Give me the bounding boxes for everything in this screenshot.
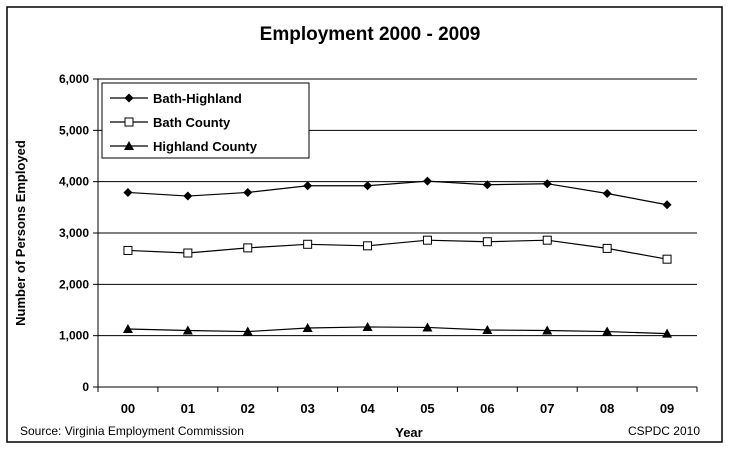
data-point (602, 326, 613, 336)
data-point (303, 239, 313, 249)
y-tick-labels: 0 1,000 2,000 3,000 4,000 5,000 6,000 (59, 72, 89, 394)
legend-marker (124, 117, 134, 127)
data-point (363, 181, 373, 191)
legend: Bath-Highland Bath County Highland County (101, 82, 310, 159)
data-point (602, 188, 612, 198)
legend-marker (124, 141, 134, 150)
source-note: Source: Virginia Employment Commission (20, 424, 244, 438)
data-point (183, 191, 193, 201)
x-tick-label: 09 (660, 401, 674, 416)
data-point (422, 235, 432, 245)
x-tick-label: 03 (300, 401, 314, 416)
x-tick-label: 04 (360, 401, 375, 416)
y-tick-label: 1,000 (59, 329, 89, 343)
x-axis-label: Year (395, 425, 422, 440)
data-point (362, 321, 373, 331)
legend-label: Highland County (153, 139, 258, 154)
data-point (243, 187, 253, 197)
data-point (482, 237, 492, 247)
x-tick-label: 01 (181, 401, 195, 416)
chart-border (6, 6, 723, 443)
legend-label: Bath County (153, 115, 231, 130)
y-tick-label: 2,000 (59, 277, 89, 291)
x-tick-label: 06 (480, 401, 494, 416)
legend-marker (124, 93, 134, 103)
y-tick-label: 5,000 (59, 123, 89, 137)
legend-label: Bath-Highland (153, 91, 242, 106)
y-tick-label: 3,000 (59, 226, 89, 240)
data-point (183, 248, 193, 258)
data-point (243, 243, 253, 253)
data-point (363, 241, 373, 251)
x-tick-label: 07 (540, 401, 554, 416)
data-point (602, 243, 612, 253)
series-line (127, 326, 668, 335)
credit-note: CSPDC 2010 (628, 424, 700, 438)
data-point (122, 323, 133, 333)
x-tick-label: 08 (600, 401, 614, 416)
data-point (542, 325, 553, 335)
data-point (182, 325, 193, 335)
x-tick-label: 02 (241, 401, 255, 416)
chart-title: Employment 2000 - 2009 (260, 24, 481, 45)
data-point (123, 245, 133, 255)
x-tick-labels: 00 01 02 03 04 05 06 07 08 09 (121, 401, 675, 416)
data-point (662, 254, 672, 264)
data-point (302, 322, 313, 332)
data-point (422, 322, 433, 332)
data-point (662, 200, 672, 210)
data-point (662, 328, 673, 338)
y-tick-label: 6,000 (59, 72, 89, 86)
data-point (482, 180, 492, 190)
axes (93, 78, 698, 392)
data-point (422, 176, 432, 186)
data-point (303, 181, 313, 191)
series (122, 176, 673, 338)
x-tick-label: 00 (121, 401, 135, 416)
series-line (127, 180, 668, 206)
y-tick-label: 0 (82, 380, 89, 394)
series-line (127, 239, 668, 260)
y-tick-label: 4,000 (59, 175, 89, 189)
x-tick-label: 05 (420, 401, 434, 416)
data-point (123, 187, 133, 197)
data-point (482, 325, 493, 335)
data-point (542, 179, 552, 189)
data-point (242, 326, 253, 336)
data-point (542, 235, 552, 245)
y-axis-label: Number of Persons Employed (13, 140, 28, 326)
